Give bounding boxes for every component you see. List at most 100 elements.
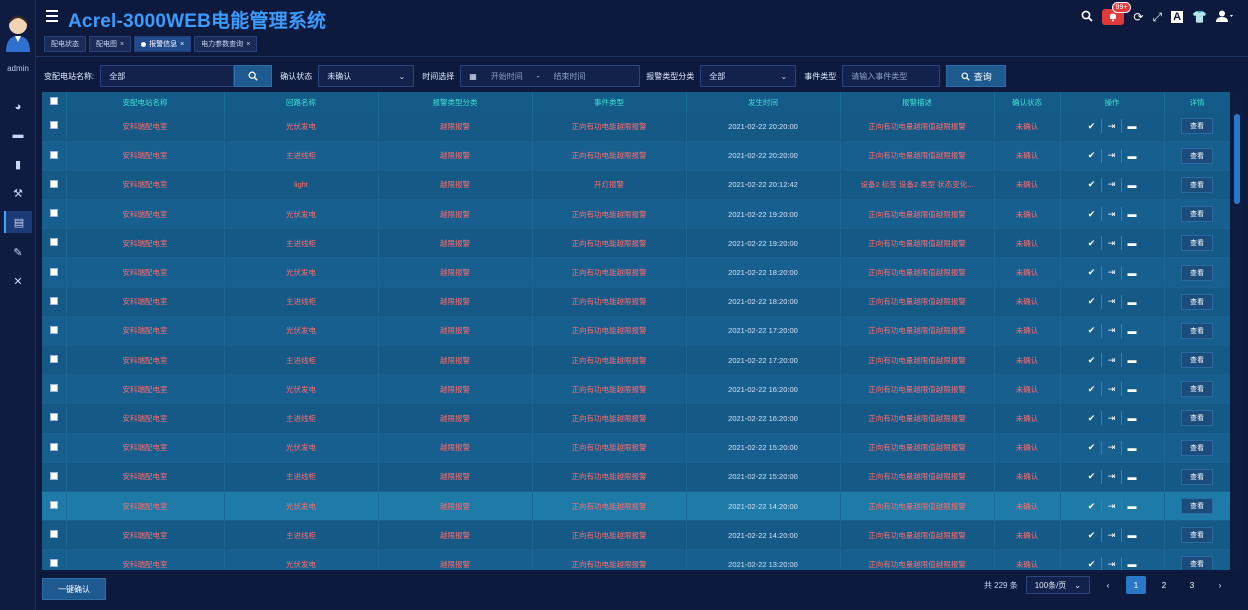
confirm-check-icon[interactable]: ✔ — [1082, 236, 1102, 251]
tab-distribution-diagram[interactable]: 配电图 × — [89, 36, 132, 52]
export-icon[interactable]: ⇥ — [1102, 148, 1122, 163]
video-icon[interactable]: ▬ — [1127, 384, 1137, 395]
col-header-loop[interactable]: 回路名称 — [224, 92, 379, 112]
confirm-check-icon[interactable]: ✔ — [1082, 323, 1102, 338]
confirm-check-icon[interactable]: ✔ — [1082, 440, 1102, 455]
confirm-check-icon[interactable]: ✔ — [1082, 353, 1102, 368]
confirm-check-icon[interactable]: ✔ — [1082, 382, 1102, 397]
row-checkbox[interactable] — [42, 433, 67, 463]
col-header-time[interactable]: 发生时间 — [686, 92, 841, 112]
export-icon[interactable]: ⇥ — [1102, 236, 1122, 251]
view-button[interactable]: 查看 — [1181, 264, 1213, 281]
table-row[interactable]: 安科瑞配电室 光伏发电 越限报警 正向有功电能越限报警 2021-02-22 15:20… — [42, 433, 1230, 463]
search-icon[interactable] — [1081, 10, 1094, 25]
page-2[interactable]: 2 — [1161, 580, 1167, 590]
row-checkbox[interactable] — [42, 374, 67, 405]
row-checkbox[interactable] — [42, 316, 67, 347]
document-icon[interactable]: ▤ — [4, 211, 32, 233]
confirm-check-icon[interactable]: ✔ — [1082, 119, 1102, 134]
alarm-type-select[interactable]: 全部 ⌄ — [700, 65, 797, 87]
video-icon[interactable]: ▬ — [1127, 209, 1137, 220]
table-row[interactable]: 安科瑞配电室 主进线柜 越限报警 正向有功电能越限报警 2021-02-22 15:20… — [42, 462, 1230, 492]
video-icon[interactable]: ▬ — [1127, 501, 1137, 512]
confirm-check-icon[interactable]: ✔ — [1082, 294, 1102, 309]
export-icon[interactable]: ⇥ — [1102, 119, 1122, 134]
user-avatar[interactable] — [4, 12, 32, 52]
end-time-input[interactable]: 结束时间 — [553, 71, 586, 81]
tab-power-params[interactable]: 电力参数查询 × — [194, 36, 258, 52]
export-icon[interactable]: ⇥ — [1102, 499, 1122, 514]
confirm-check-icon[interactable]: ✔ — [1082, 557, 1102, 570]
theme-icon[interactable]: 👕 — [1192, 10, 1207, 24]
start-time-input[interactable]: 开始时间 — [490, 71, 523, 81]
confirm-check-icon[interactable]: ✔ — [1082, 207, 1102, 222]
row-checkbox[interactable] — [42, 141, 67, 171]
row-checkbox[interactable] — [42, 112, 67, 142]
table-row[interactable]: 安科瑞配电室 光伏发电 越限报警 正向有功电能越限报警 2021-02-22 16:20… — [42, 374, 1230, 405]
export-icon[interactable]: ⇥ — [1102, 294, 1122, 309]
table-row[interactable]: 安科瑞配电室 主进线柜 越限报警 正向有功电能越限报警 2021-02-22 16:20… — [42, 403, 1230, 434]
dashboard-icon[interactable]: ◕ — [14, 101, 22, 113]
table-row[interactable]: 安科瑞配电室 光伏发电 越限报警 正向有功电能越限报警 2021-02-22 20:20… — [42, 112, 1230, 142]
table-row[interactable]: 安科瑞配电室 主进线柜 越限报警 正向有功电能越限报警 2021-02-22 20:20… — [42, 141, 1230, 171]
confirm-check-icon[interactable]: ✔ — [1082, 265, 1102, 280]
view-button[interactable]: 查看 — [1181, 439, 1213, 456]
view-button[interactable]: 查看 — [1181, 118, 1213, 135]
video-icon[interactable]: ▬ — [1127, 238, 1137, 249]
view-button[interactable]: 查看 — [1181, 381, 1213, 398]
export-icon[interactable]: ⇥ — [1102, 382, 1122, 397]
table-row[interactable]: 安科瑞配电室 主进线柜 越限报警 正向有功电能越限报警 2021-02-22 17:20… — [42, 345, 1230, 376]
table-row[interactable]: 安科瑞配电室 光伏发电 越限报警 正向有功电能越限报警 2021-02-22 17:20… — [42, 316, 1230, 347]
event-type-input[interactable]: 请输入事件类型 — [842, 65, 941, 87]
table-row[interactable]: 安科瑞配电室 光伏发电 越限报警 正向有功电能越限报警 2021-02-22 14:20… — [42, 491, 1230, 522]
confirm-check-icon[interactable]: ✔ — [1082, 528, 1102, 543]
prev-page-button[interactable]: ‹ — [1106, 580, 1110, 590]
view-button[interactable]: 查看 — [1181, 527, 1213, 544]
confirm-check-icon[interactable]: ✔ — [1082, 411, 1102, 426]
col-header-event[interactable]: 事件类型 — [532, 92, 687, 112]
row-checkbox[interactable] — [42, 257, 67, 288]
station-input[interactable]: 全部 — [100, 65, 235, 87]
row-checkbox[interactable] — [42, 199, 67, 230]
close-icon[interactable]: × — [246, 40, 251, 48]
table-row[interactable]: 安科瑞配电室 光伏发电 越限报警 正向有功电能越限报警 2021-02-22 19:20… — [42, 199, 1230, 230]
query-button[interactable]: 查询 — [946, 65, 1007, 87]
confirm-status-select[interactable]: 未确认 ⌄ — [318, 65, 415, 87]
view-button[interactable]: 查看 — [1181, 147, 1213, 164]
video-icon[interactable]: ▬ — [1127, 179, 1137, 190]
col-header-description[interactable]: 报警描述 — [840, 92, 995, 112]
video-icon[interactable]: ▬ — [1127, 355, 1137, 366]
station-search-button[interactable] — [234, 65, 273, 87]
row-checkbox[interactable] — [42, 462, 67, 492]
view-button[interactable]: 查看 — [1181, 235, 1213, 252]
view-button[interactable]: 查看 — [1181, 410, 1213, 427]
edit-icon[interactable]: ✎ — [13, 246, 23, 259]
video-icon[interactable]: ▬ — [1127, 559, 1137, 570]
date-range-picker[interactable]: ▦ 开始时间 - 结束时间 — [460, 65, 641, 87]
video-icon[interactable]: ▬ — [1127, 150, 1137, 161]
video-icon[interactable]: ▬ — [1127, 267, 1137, 278]
confirm-check-icon[interactable]: ✔ — [1082, 177, 1102, 192]
view-button[interactable]: 查看 — [1181, 498, 1213, 515]
page-size-select[interactable]: 100条/页 ⌄ — [1025, 576, 1090, 594]
select-all-checkbox[interactable] — [42, 92, 67, 112]
export-icon[interactable]: ⇥ — [1102, 557, 1122, 570]
export-icon[interactable]: ⇥ — [1102, 265, 1122, 280]
export-icon[interactable]: ⇥ — [1102, 528, 1122, 543]
export-icon[interactable]: ⇥ — [1102, 353, 1122, 368]
view-button[interactable]: 查看 — [1181, 352, 1213, 369]
view-button[interactable]: 查看 — [1181, 556, 1213, 570]
export-icon[interactable]: ⇥ — [1102, 411, 1122, 426]
page-1[interactable]: 1 — [1126, 576, 1146, 594]
folder-icon[interactable]: ▬ — [12, 129, 24, 141]
refresh-icon[interactable]: ⟳ — [1133, 10, 1144, 24]
table-row[interactable]: 安科瑞配电室 光伏发电 越限报警 正向有功电能越限报警 2021-02-22 18:20… — [42, 257, 1230, 288]
confirm-all-button[interactable]: 一键确认 — [42, 578, 106, 600]
view-button[interactable]: 查看 — [1181, 322, 1213, 339]
tab-alarm-info[interactable]: 报警信息 × — [134, 36, 192, 52]
row-checkbox[interactable] — [42, 345, 67, 376]
col-header-status[interactable]: 确认状态 — [994, 92, 1061, 112]
row-checkbox[interactable] — [42, 549, 67, 570]
row-checkbox[interactable] — [42, 170, 67, 201]
view-button[interactable]: 查看 — [1181, 206, 1213, 223]
